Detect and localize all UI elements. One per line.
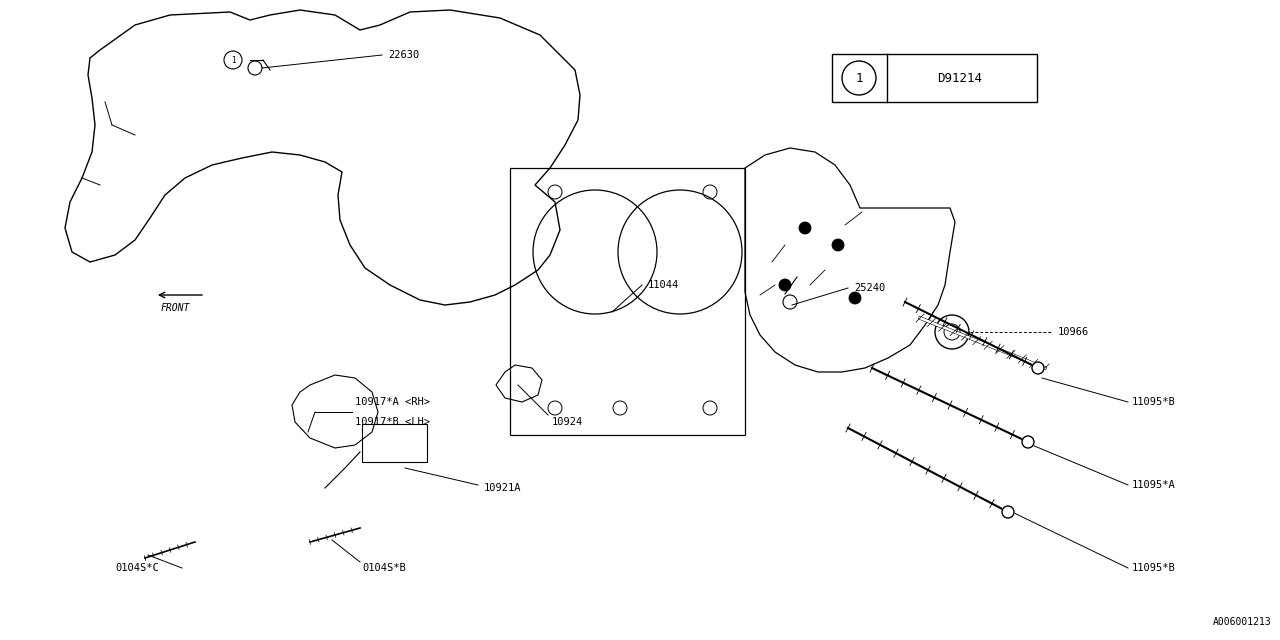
Text: A006001213: A006001213 bbox=[1213, 617, 1272, 627]
Text: D91214: D91214 bbox=[937, 72, 983, 84]
Circle shape bbox=[799, 222, 812, 234]
Bar bbox=[362, 424, 428, 462]
Circle shape bbox=[1021, 436, 1034, 448]
Text: 11095*A: 11095*A bbox=[1132, 480, 1176, 490]
Text: 22630: 22630 bbox=[388, 50, 420, 60]
Text: 0104S*C: 0104S*C bbox=[115, 563, 159, 573]
Text: FRONT: FRONT bbox=[160, 303, 189, 313]
Circle shape bbox=[1002, 506, 1014, 518]
Text: 25240: 25240 bbox=[854, 283, 886, 293]
Circle shape bbox=[849, 292, 861, 304]
Text: 11044: 11044 bbox=[648, 280, 680, 290]
Text: 11095*B: 11095*B bbox=[1132, 397, 1176, 407]
Text: 10921A: 10921A bbox=[484, 483, 521, 493]
Text: 1: 1 bbox=[855, 72, 863, 84]
Text: 10917*A <RH>: 10917*A <RH> bbox=[355, 397, 430, 407]
Text: 10924: 10924 bbox=[552, 417, 584, 427]
Text: 10966: 10966 bbox=[1059, 327, 1089, 337]
Circle shape bbox=[780, 279, 791, 291]
Text: 10917*B <LH>: 10917*B <LH> bbox=[355, 417, 430, 427]
Circle shape bbox=[1032, 362, 1044, 374]
Text: 0104S*B: 0104S*B bbox=[362, 563, 406, 573]
Text: 11095*B: 11095*B bbox=[1132, 563, 1176, 573]
Text: 1: 1 bbox=[230, 56, 236, 65]
Circle shape bbox=[832, 239, 844, 251]
